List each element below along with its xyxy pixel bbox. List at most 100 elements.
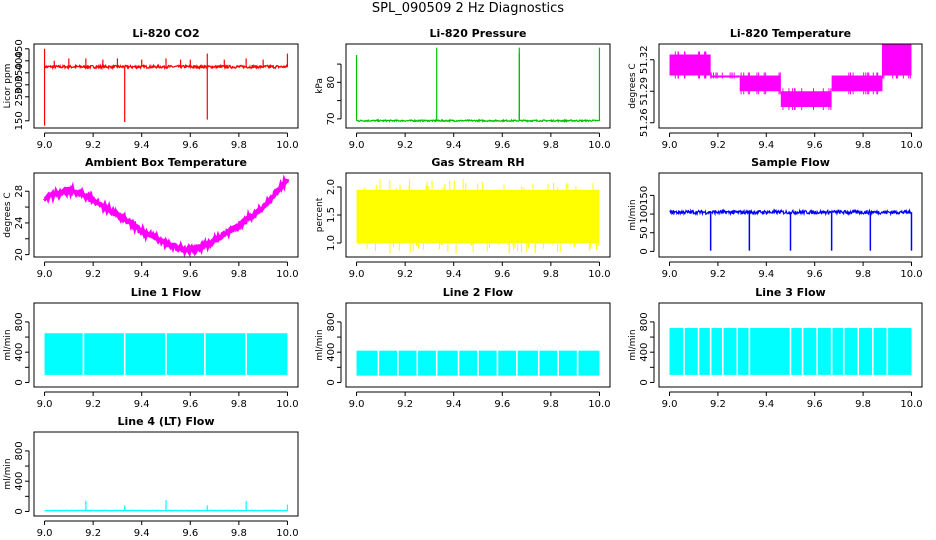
plot-frame bbox=[658, 43, 923, 129]
x-tick-label: 9.0 bbox=[349, 269, 365, 280]
chart-title: Li-820 Temperature bbox=[730, 27, 851, 40]
x-tick-label: 9.0 bbox=[662, 269, 678, 280]
x-axis: 9.0 9.2 9.4 9.6 9.8 10.0 bbox=[349, 132, 611, 151]
y-tick-label: 2.0 bbox=[326, 179, 337, 195]
chart-title: Line 2 Flow bbox=[443, 286, 513, 299]
y-tick-label: 450 bbox=[14, 39, 25, 58]
x-tick-label: 9.6 bbox=[182, 140, 198, 151]
x-tick-label: 9.6 bbox=[494, 269, 510, 280]
x-axis: 9.0 9.2 9.4 9.6 9.8 10.0 bbox=[349, 261, 611, 280]
y-tick-label: 150 bbox=[14, 111, 25, 130]
data-band bbox=[356, 189, 600, 243]
y-tick-label: 0 bbox=[14, 508, 25, 514]
x-tick-label: 9.8 bbox=[855, 269, 871, 280]
x-axis: 9.0 9.2 9.4 9.6 9.8 10.0 bbox=[37, 520, 299, 539]
y-axis: 20 24 28 bbox=[14, 185, 30, 261]
chart-title: Ambient Box Temperature bbox=[85, 156, 247, 169]
chart-panel-sample-flow: Sample Flow ml/min 9.0 9.2 9.4 9.6 9.8 10.0 0 50 1… bbox=[628, 156, 923, 280]
x-tick-label: 9.8 bbox=[855, 140, 871, 151]
x-tick-label: 9.8 bbox=[231, 140, 247, 151]
x-tick-label: 9.4 bbox=[446, 140, 462, 151]
x-tick-label: 9.2 bbox=[85, 399, 101, 410]
x-tick-label: 9.2 bbox=[710, 399, 726, 410]
x-tick-label: 10.0 bbox=[588, 269, 610, 280]
y-axis: 0 400 800 bbox=[326, 312, 342, 386]
chart-series-rh bbox=[356, 179, 600, 254]
y-tick-label: 350 bbox=[14, 63, 25, 82]
chart-series-co2 bbox=[43, 48, 289, 126]
y-tick-label: 800 bbox=[639, 312, 650, 331]
chart-title: Line 1 Flow bbox=[131, 286, 201, 299]
x-tick-label: 10.0 bbox=[900, 140, 922, 151]
plot-frame bbox=[33, 43, 299, 129]
y-tick-label: 1.5 bbox=[326, 207, 337, 223]
data-band bbox=[831, 75, 883, 92]
y-tick-label: 800 bbox=[14, 312, 25, 331]
y-tick-label: 400 bbox=[14, 472, 25, 491]
y-tick-label: 800 bbox=[326, 312, 337, 331]
chart-title: Li-820 CO2 bbox=[132, 27, 199, 40]
page-title: SPL_090509 2 Hz Diagnostics bbox=[371, 1, 565, 16]
x-tick-label: 9.4 bbox=[134, 140, 150, 151]
y-axis-label: ml/min bbox=[628, 329, 638, 360]
y-tick-label: 51.26 bbox=[639, 108, 650, 137]
y-axis: 70 80 bbox=[326, 63, 342, 125]
x-tick-label: 9.0 bbox=[349, 140, 365, 151]
x-tick-label: 10.0 bbox=[276, 269, 298, 280]
data-band bbox=[669, 54, 711, 76]
plot-frame bbox=[33, 172, 299, 258]
y-tick-label: 0 bbox=[639, 379, 650, 385]
y-tick-label: 800 bbox=[14, 441, 25, 460]
chart-panel-line2: Line 2 Flow ml/min 9.0 9.2 9.4 9.6 9.8 10.0 0 400… bbox=[315, 286, 611, 410]
x-tick-label: 9.4 bbox=[446, 399, 462, 410]
data-line bbox=[43, 174, 290, 257]
y-tick-label: 150 bbox=[639, 186, 650, 205]
chart-series-line3 bbox=[669, 327, 912, 375]
chart-title: Li-820 Pressure bbox=[430, 27, 527, 40]
x-axis: 9.0 9.2 9.4 9.6 9.8 10.0 bbox=[349, 391, 611, 410]
y-tick-label: 28 bbox=[14, 185, 25, 198]
chart-title: Gas Stream RH bbox=[431, 156, 524, 169]
x-tick-label: 9.2 bbox=[397, 399, 413, 410]
x-tick-label: 9.8 bbox=[855, 399, 871, 410]
x-tick-label: 9.6 bbox=[807, 269, 823, 280]
x-tick-label: 9.2 bbox=[85, 528, 101, 539]
y-tick-label: 100 bbox=[639, 205, 650, 224]
x-tick-label: 9.0 bbox=[662, 399, 678, 410]
x-axis: 9.0 9.2 9.4 9.6 9.8 10.0 bbox=[37, 391, 299, 410]
y-axis: 0 400 800 bbox=[14, 441, 30, 515]
x-tick-label: 10.0 bbox=[588, 140, 610, 151]
x-axis: 9.0 9.2 9.4 9.6 9.8 10.0 bbox=[37, 132, 299, 151]
y-axis-label: ml/min bbox=[628, 199, 638, 230]
y-axis-label: Licor ppm bbox=[3, 64, 13, 109]
x-tick-label: 9.2 bbox=[710, 140, 726, 151]
y-tick-label: 0 bbox=[14, 379, 25, 385]
y-tick-label: 1.0 bbox=[326, 235, 337, 251]
x-tick-label: 9.8 bbox=[231, 269, 247, 280]
chart-title: Line 3 Flow bbox=[755, 286, 825, 299]
x-tick-label: 9.4 bbox=[758, 140, 774, 151]
y-tick-label: 250 bbox=[14, 87, 25, 106]
chart-panel-rh: Gas Stream RH percent 9.0 9.2 9.4 9.6 9.8 10.0 1… bbox=[315, 156, 611, 280]
chart-series-pressure bbox=[355, 47, 601, 124]
y-tick-label: 400 bbox=[326, 343, 337, 362]
chart-panel-line1: Line 1 Flow ml/min 9.0 9.2 9.4 9.6 9.8 10.0 0 400… bbox=[3, 286, 299, 410]
x-tick-label: 9.2 bbox=[85, 140, 101, 151]
chart-series-box-temp bbox=[43, 174, 290, 257]
x-tick-label: 9.6 bbox=[182, 528, 198, 539]
plot-frame bbox=[345, 302, 611, 388]
chart-panel-pressure: Li-820 Pressure kPa 9.0 9.2 9.4 9.6 9.8 10.0 70 8… bbox=[315, 27, 611, 151]
chart-series-line1 bbox=[44, 333, 288, 375]
x-axis: 9.0 9.2 9.4 9.6 9.8 10.0 bbox=[37, 261, 299, 280]
x-tick-label: 10.0 bbox=[276, 528, 298, 539]
y-tick-label: 24 bbox=[14, 217, 25, 230]
chart-panel-line3: Line 3 Flow ml/min 9.0 9.2 9.4 9.6 9.8 10.0 0 400… bbox=[628, 286, 923, 410]
x-tick-label: 9.8 bbox=[231, 528, 247, 539]
x-tick-label: 9.6 bbox=[182, 399, 198, 410]
data-line bbox=[44, 63, 288, 71]
x-tick-label: 9.2 bbox=[397, 269, 413, 280]
y-axis: 0 400 800 bbox=[639, 312, 655, 386]
